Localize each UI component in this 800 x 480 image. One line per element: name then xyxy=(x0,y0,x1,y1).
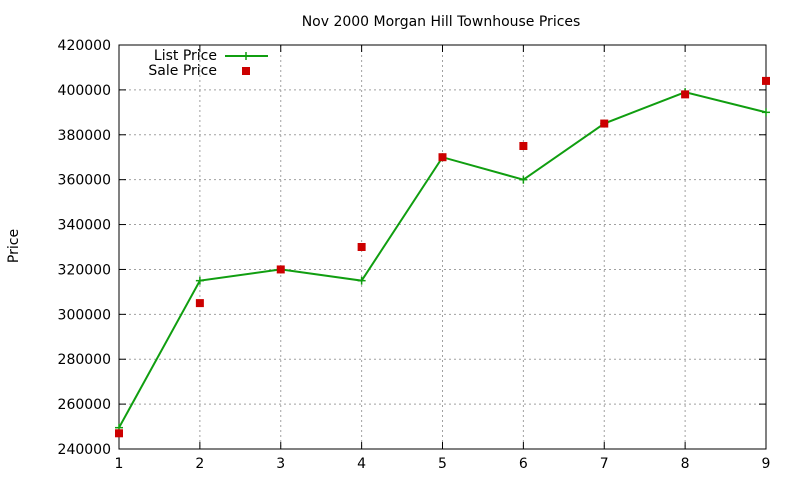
x-tick-label: 8 xyxy=(681,456,690,472)
list-price-point xyxy=(357,276,366,285)
list-price-line xyxy=(118,91,767,429)
x-tick-label: 1 xyxy=(115,456,124,472)
sale-price-point xyxy=(438,153,447,162)
y-tick-label: 320000 xyxy=(58,262,111,278)
sale-price-point xyxy=(762,76,770,85)
sale-price-point xyxy=(115,429,123,438)
series-layer xyxy=(115,76,770,438)
list-price-point xyxy=(762,108,770,117)
list-price-point xyxy=(195,276,204,285)
y-tick-label: 360000 xyxy=(58,173,111,189)
y-axis-label: Price xyxy=(6,229,22,263)
sale-price-point xyxy=(681,90,690,99)
y-tick-label: 300000 xyxy=(58,307,111,323)
sale-price-point xyxy=(276,265,285,274)
x-tick-label: 6 xyxy=(519,456,528,472)
y-tick-label: 400000 xyxy=(58,83,111,99)
x-tick-label: 3 xyxy=(276,456,285,472)
y-tick-label: 240000 xyxy=(58,442,111,458)
x-tick-label: 9 xyxy=(762,456,771,472)
grid-lines xyxy=(119,45,766,449)
list-price-point xyxy=(519,175,528,184)
series-1 xyxy=(115,76,770,438)
chart-title: Nov 2000 Morgan Hill Townhouse Prices xyxy=(302,14,581,30)
y-tick-label: 380000 xyxy=(58,128,111,144)
legend-plus-marker xyxy=(242,52,250,60)
sale-price-point xyxy=(600,119,609,128)
sale-price-point xyxy=(195,299,204,308)
x-tick-label: 5 xyxy=(438,456,447,472)
legend-label: List Price xyxy=(154,48,217,64)
sale-price-point xyxy=(357,243,366,251)
y-tick-label: 280000 xyxy=(58,352,111,368)
y-tick-label: 420000 xyxy=(58,38,111,54)
axis-ticks: 1 2 3 4 5 6 7 8 9 240000 260000 280000 300000 320000 3… xyxy=(58,38,771,472)
x-tick-label: 7 xyxy=(600,456,609,472)
y-tick-label: 340000 xyxy=(58,218,111,234)
sale-price-point xyxy=(519,142,528,150)
x-tick-label: 4 xyxy=(357,456,366,472)
x-tick-label: 2 xyxy=(195,456,204,472)
y-tick-label: 260000 xyxy=(58,397,111,413)
legend-square-marker xyxy=(242,67,250,75)
legend-label: Sale Price xyxy=(148,63,217,79)
